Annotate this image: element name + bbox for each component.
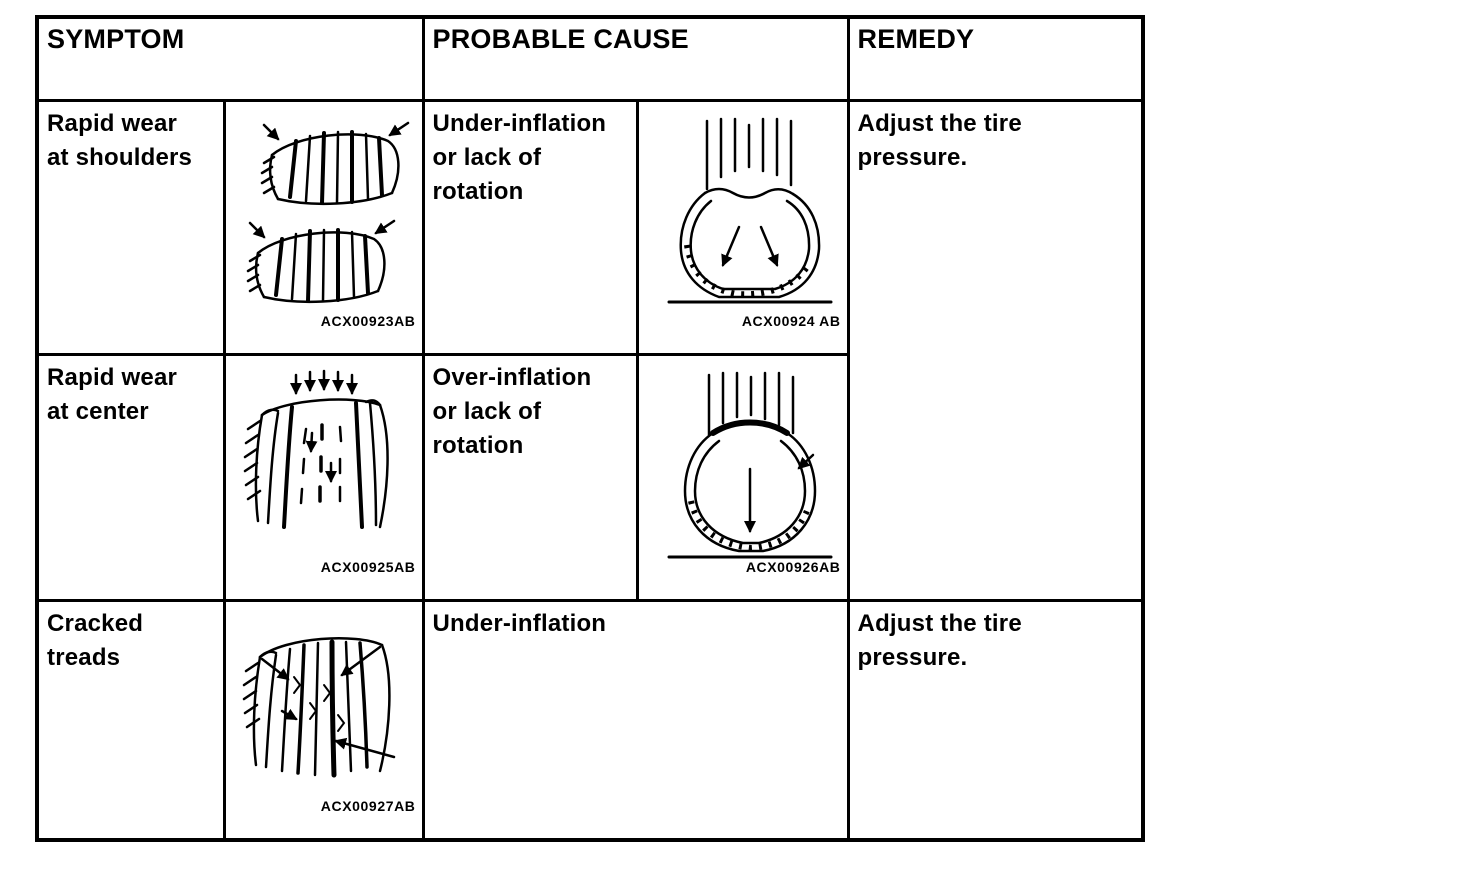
cause-cell-over-inflation: Over-inflation or lack of rotation [421,352,639,602]
symptom-text: Rapid wear at shoulders [47,109,193,171]
tread-worn-at-shoulders-figure [234,121,409,315]
cause-cell-under-inflation-cracked: Under-inflation [421,598,850,842]
symptom-cell-cracked-treads: Cracked treads [35,598,226,842]
table-row: Cracked treads [35,598,1145,842]
figure-code-label: ACX00925AB [320,558,416,575]
remedy-cell-adjust-pressure-2: Adjust the tire pressure. [846,598,1145,842]
remedy-cell-adjust-pressure: Adjust the tire pressure. [846,98,1145,602]
symptom-cell-shoulder-wear: Rapid wear at shoulders [35,98,226,356]
remedy-text: Adjust the tire pressure. [857,109,1022,171]
tire-wear-diagnosis-table: SYMPTOM PROBABLE CAUSE REMEDY Rapid wear… [35,15,1146,842]
cause-figure-cell-over-inflation: ACX00926AB [635,352,850,602]
header-remedy-label: REMEDY [857,24,975,54]
over-inflated-tire-cross-section-figure [667,371,833,558]
tread-worn-at-center-figure [243,369,389,529]
symptom-text: Cracked treads [47,609,144,671]
cause-text: Under-inflation or lack of rotation [432,109,607,205]
header-symptom: SYMPTOM [35,15,425,102]
header-probable-cause: PROBABLE CAUSE [421,15,850,102]
symptom-figure-cell-center-wear: ACX00925AB [222,352,425,602]
figure-code-label: ACX00926AB [745,558,841,575]
symptom-cell-center-wear: Rapid wear at center [35,352,226,602]
cause-text: Over-inflation or lack of rotation [432,363,592,459]
table-header-row: SYMPTOM PROBABLE CAUSE REMEDY [35,15,1145,102]
figure-code-label: ACX00924 AB [741,312,841,329]
header-symptom-label: SYMPTOM [47,24,185,54]
table-row: Rapid wear at center [35,352,1143,602]
header-remedy: REMEDY [846,15,1145,102]
symptom-figure-cell-shoulder-wear: ACX00923AB [222,98,425,356]
under-inflated-tire-cross-section-figure [667,117,833,303]
cause-figure-cell-under-inflation: ACX00924 AB [635,98,850,356]
symptom-figure-cell-cracked-treads: ACX00927AB [222,598,425,842]
symptom-text: Rapid wear at center [47,363,178,425]
remedy-text: Adjust the tire pressure. [857,609,1022,671]
figure-code-label: ACX00927AB [320,798,416,814]
cracked-tread-figure [242,636,395,777]
figure-code-label: ACX00923AB [320,312,416,329]
cause-cell-under-inflation: Under-inflation or lack of rotation [421,98,639,356]
table-row: Rapid wear at shoulders [35,98,1145,602]
header-probable-cause-label: PROBABLE CAUSE [432,24,689,54]
cause-text: Under-inflation [432,609,607,637]
